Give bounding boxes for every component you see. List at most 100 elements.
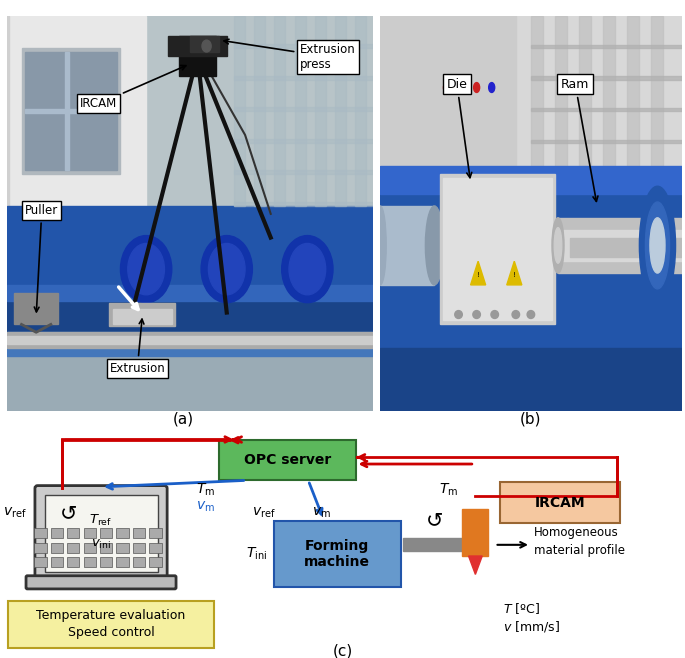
Text: $T_\mathrm{m}$: $T_\mathrm{m}$ (196, 482, 215, 498)
Bar (67, 543, 79, 553)
Bar (67, 528, 79, 538)
Bar (627, 16, 639, 174)
Bar (275, 16, 286, 206)
Text: IRCAM: IRCAM (80, 65, 186, 111)
Ellipse shape (443, 83, 449, 93)
Bar (100, 543, 112, 553)
Bar (133, 543, 145, 553)
Text: Extrusion
press: Extrusion press (224, 39, 356, 71)
Bar (51, 557, 63, 567)
Bar (67, 557, 79, 567)
Text: Extrusion: Extrusion (110, 319, 165, 375)
Polygon shape (471, 261, 486, 285)
Bar (133, 557, 145, 567)
Bar (234, 139, 373, 143)
Ellipse shape (552, 218, 564, 273)
Ellipse shape (650, 218, 665, 273)
Text: $T_\mathrm{m}$: $T_\mathrm{m}$ (439, 482, 458, 498)
Bar (25, 109, 116, 113)
Bar (531, 45, 682, 48)
FancyBboxPatch shape (26, 576, 176, 589)
Bar (7, 352, 373, 411)
Ellipse shape (282, 236, 333, 303)
Ellipse shape (202, 40, 211, 52)
Bar (116, 543, 129, 553)
Text: (a): (a) (173, 412, 194, 426)
Text: $v_\mathrm{m}$: $v_\mathrm{m}$ (312, 506, 332, 520)
Bar (234, 202, 373, 206)
Ellipse shape (128, 243, 164, 295)
Text: Temperature evaluation: Temperature evaluation (36, 609, 186, 622)
Bar (190, 36, 219, 52)
Bar (570, 238, 682, 257)
Text: Forming
machine: Forming machine (304, 539, 371, 569)
Bar (116, 528, 129, 538)
Ellipse shape (473, 83, 480, 93)
Bar (462, 509, 488, 556)
Ellipse shape (473, 311, 480, 318)
Text: $v_\mathrm{m}$: $v_\mathrm{m}$ (196, 499, 215, 514)
Polygon shape (469, 556, 482, 574)
Bar (234, 44, 373, 48)
Bar (100, 528, 112, 538)
Text: OPC server: OPC server (244, 453, 332, 467)
Bar (110, 303, 175, 326)
Bar (355, 16, 366, 206)
Text: $T_\mathrm{ref}$: $T_\mathrm{ref}$ (90, 513, 112, 528)
Text: (c): (c) (332, 644, 353, 658)
Bar (51, 543, 63, 553)
Bar (14, 293, 58, 324)
FancyBboxPatch shape (500, 482, 620, 523)
Bar (51, 528, 63, 538)
Text: (b): (b) (520, 412, 542, 426)
Bar (295, 16, 306, 206)
Bar (7, 332, 373, 348)
Bar (45, 495, 158, 572)
Bar (558, 230, 682, 261)
Text: $v_\mathrm{ref}$: $v_\mathrm{ref}$ (3, 506, 27, 520)
Bar (84, 543, 96, 553)
Ellipse shape (208, 243, 245, 295)
Bar (440, 174, 555, 324)
Bar (7, 297, 373, 332)
Text: Homogeneous: Homogeneous (534, 526, 619, 540)
Text: Ram: Ram (561, 78, 598, 201)
Bar (314, 16, 325, 206)
Bar (116, 557, 129, 567)
Bar (7, 16, 146, 206)
Bar (375, 16, 386, 206)
Bar (380, 170, 682, 352)
Bar (84, 528, 96, 538)
Ellipse shape (554, 228, 562, 263)
Bar (7, 285, 373, 301)
Ellipse shape (201, 236, 252, 303)
Text: ↺: ↺ (426, 510, 444, 530)
Bar (335, 16, 346, 206)
Bar (234, 16, 245, 206)
Bar (66, 52, 69, 170)
Bar (380, 166, 682, 194)
Bar (531, 108, 682, 111)
Bar (531, 171, 682, 174)
Ellipse shape (121, 236, 172, 303)
Bar (113, 309, 172, 324)
Text: $T$ [ºC]: $T$ [ºC] (503, 601, 540, 616)
Bar (7, 336, 373, 344)
Bar (84, 557, 96, 567)
Bar (7, 332, 373, 356)
Bar (531, 16, 543, 174)
Text: $v_\mathrm{ref}$: $v_\mathrm{ref}$ (252, 506, 275, 520)
Bar (149, 543, 162, 553)
Ellipse shape (374, 206, 386, 285)
Bar (380, 206, 434, 285)
Text: ↺: ↺ (60, 503, 77, 523)
FancyBboxPatch shape (274, 521, 401, 587)
Bar (7, 16, 9, 206)
Bar (234, 76, 373, 80)
Ellipse shape (527, 311, 534, 318)
Text: Speed control: Speed control (68, 626, 154, 639)
FancyBboxPatch shape (219, 440, 356, 480)
Bar (403, 538, 463, 551)
Bar (380, 16, 516, 174)
Ellipse shape (425, 206, 443, 285)
